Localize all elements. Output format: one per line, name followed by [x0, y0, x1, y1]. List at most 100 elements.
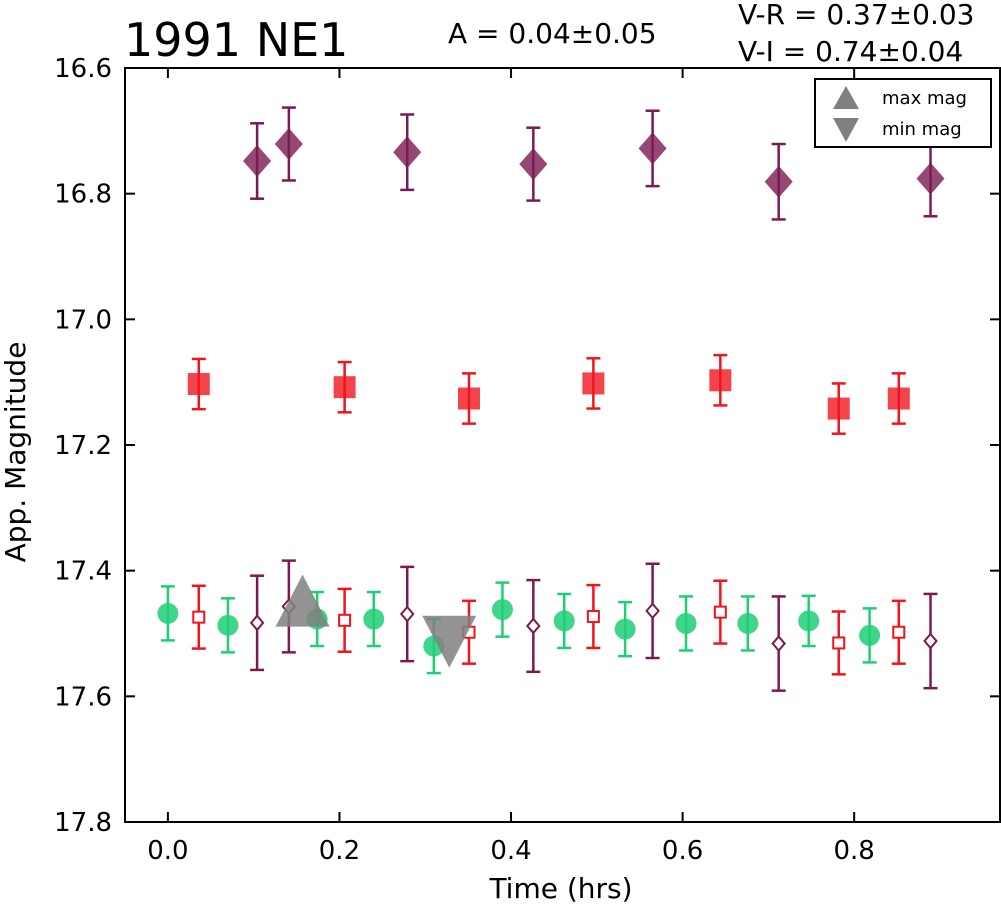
diamond-marker [249, 614, 265, 632]
data-point-s6-p0 [422, 615, 477, 668]
circle-marker [553, 610, 575, 632]
chart-title: 1991 NE1 [124, 13, 348, 67]
plot-frame [124, 67, 1001, 823]
square-marker [187, 373, 210, 396]
data-point-s2-p6 [553, 592, 575, 650]
square-marker [192, 610, 206, 624]
diamond-marker [526, 617, 541, 635]
diamond-marker [638, 132, 667, 165]
legend-min-mag-label: min mag [882, 119, 962, 140]
data-point-s2-p1 [217, 597, 239, 654]
x-tick-label: 0.0 [147, 836, 188, 866]
circle-marker [859, 624, 881, 646]
data-point-s3-p4 [713, 579, 728, 645]
data-point-s2-p5 [491, 581, 513, 638]
legend-max-mag-marker [833, 86, 859, 109]
diamond-marker [393, 136, 422, 169]
square-marker [832, 636, 846, 650]
data-point-s4-p5 [771, 595, 786, 692]
diamond-marker [243, 144, 272, 177]
diamond-marker [923, 632, 938, 650]
square-marker [827, 397, 850, 420]
y-tick-label: 17.0 [54, 305, 112, 335]
data-point-s2-p11 [859, 607, 881, 664]
circle-marker [737, 612, 759, 634]
data-point-s3-p3 [586, 583, 601, 650]
data-point-s0-p6 [916, 139, 945, 218]
data-point-s5-p0 [275, 574, 330, 627]
diamond-marker [771, 635, 786, 653]
square-marker [709, 369, 732, 392]
diamond-marker [399, 605, 415, 623]
circle-marker [217, 614, 239, 636]
y-tick-label: 16.8 [54, 180, 112, 210]
x-tick-label: 0.6 [662, 836, 703, 866]
data-point-s2-p9 [737, 595, 759, 652]
data-point-s1-p1 [333, 360, 356, 414]
diamond-marker [764, 165, 793, 198]
diamond-marker [274, 128, 303, 161]
data-point-s3-p5 [831, 610, 846, 676]
data-point-s1-p2 [457, 372, 480, 425]
data-point-s1-p4 [709, 353, 732, 407]
min-mag-marker [422, 615, 477, 668]
data-point-s4-p2 [399, 565, 415, 663]
data-point-s1-p5 [827, 382, 850, 435]
circle-marker [363, 608, 385, 630]
diamond-marker [645, 602, 660, 620]
data-point-s2-p0 [157, 585, 179, 642]
y-tick-label: 17.4 [54, 557, 112, 587]
data-point-s0-p4 [638, 109, 667, 188]
square-marker [338, 613, 352, 627]
x-tick-label: 0.4 [490, 836, 531, 866]
data-point-s2-p10 [798, 594, 820, 648]
circle-marker [491, 599, 513, 621]
data-point-s2-p8 [675, 595, 697, 652]
data-point-s1-p0 [187, 357, 210, 411]
data-point-s0-p5 [764, 142, 793, 221]
square-marker [582, 372, 605, 395]
data-point-s0-p2 [393, 113, 422, 192]
circle-marker [614, 618, 636, 640]
data-point-s3-p1 [337, 587, 352, 653]
y-tick-label: 17.6 [54, 682, 112, 712]
data-point-s0-p3 [519, 126, 548, 202]
amplitude-annotation: A = 0.04±0.05 [448, 17, 657, 50]
circle-marker [157, 602, 179, 624]
max-mag-marker [275, 574, 330, 627]
data-point-s2-p3 [363, 590, 385, 648]
data-point-s0-p1 [274, 106, 303, 182]
data-point-s4-p0 [249, 574, 265, 672]
data-point-s2-p7 [614, 600, 636, 658]
data-point-s1-p6 [887, 372, 910, 425]
x-tick-label: 0.8 [833, 836, 874, 866]
y-tick-label: 17.8 [54, 808, 112, 838]
data-point-s3-p0 [191, 584, 206, 650]
x-axis-label: Time (hrs) [488, 872, 632, 904]
plot-marks [157, 106, 945, 692]
circle-marker [675, 612, 697, 634]
diamond-marker [916, 162, 945, 195]
vr-annotation: V-R = 0.37±0.03 [738, 0, 974, 31]
data-point-s3-p6 [891, 599, 906, 665]
y-tick-label: 17.2 [54, 431, 112, 461]
data-point-s4-p6 [923, 592, 938, 690]
square-marker [457, 387, 480, 410]
circle-marker [798, 610, 820, 632]
data-point-s1-p3 [582, 357, 605, 410]
square-marker [892, 625, 906, 639]
axis-ticks: 0.0 0.2 0.4 0.6 0.8 16.6 16.8 17.0 17.2 17.4 17.6 1… [54, 54, 1000, 866]
vi-annotation: V-I = 0.74±0.04 [738, 35, 963, 68]
data-point-s0-p0 [243, 122, 272, 200]
square-marker [586, 610, 600, 624]
data-point-s4-p4 [645, 562, 660, 660]
diamond-marker [519, 148, 548, 181]
y-axis-label: App. Magnitude [0, 342, 32, 563]
square-marker [713, 605, 727, 619]
square-marker [887, 387, 910, 410]
data-point-s4-p3 [526, 578, 541, 674]
legend-min-mag-marker [833, 118, 859, 142]
x-tick-label: 0.2 [319, 836, 360, 866]
y-tick-label: 16.6 [54, 54, 112, 84]
